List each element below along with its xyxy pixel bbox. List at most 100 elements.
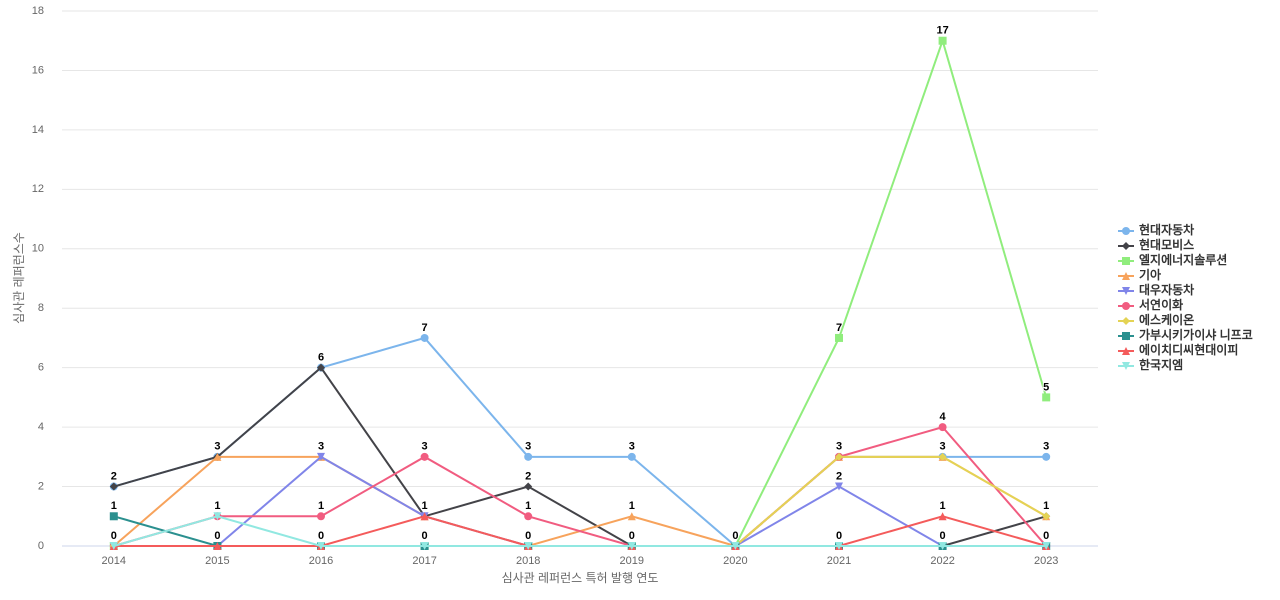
legend-marker: [1122, 272, 1130, 280]
y-axis-title: 심사관 레퍼런스수: [12, 232, 26, 324]
data-label: 1: [422, 500, 428, 512]
marker: [835, 452, 843, 461]
y-tick-label: 14: [32, 124, 44, 136]
marker: [938, 423, 947, 432]
marker: [627, 542, 636, 550]
data-label: 0: [940, 530, 946, 542]
marker: [524, 452, 533, 461]
series-line: [113, 425, 1047, 547]
marker: [731, 542, 740, 550]
marker: [213, 452, 222, 461]
data-label: 3: [318, 441, 324, 453]
legend-marker: [1122, 332, 1130, 340]
series: [109, 452, 1051, 550]
legend-item[interactable]: 한국지엠: [1118, 357, 1183, 372]
legend-item[interactable]: 에스케이온: [1118, 312, 1194, 327]
x-tick-label: 2020: [723, 555, 747, 567]
legend-label: 기아: [1139, 267, 1161, 282]
x-tick-label: 2019: [620, 555, 644, 567]
marker: [524, 542, 533, 550]
data-label: 2: [836, 470, 842, 482]
data-label: 7: [422, 322, 428, 334]
legend-label: 서연이화: [1139, 297, 1183, 312]
data-label: 1: [111, 500, 117, 512]
data-label: 3: [214, 441, 220, 453]
legend-marker: [1122, 317, 1130, 325]
legend-item[interactable]: 현대모비스: [1118, 237, 1194, 252]
data-label: 0: [732, 530, 738, 542]
legend-item[interactable]: 기아: [1118, 267, 1161, 282]
marker: [938, 36, 947, 45]
legend-item[interactable]: 엘지에너지솔루션: [1118, 252, 1227, 267]
marker: [109, 542, 118, 550]
data-label: 0: [525, 530, 531, 542]
marker: [420, 512, 429, 521]
marker: [317, 363, 325, 372]
legend-item[interactable]: 서연이화: [1118, 297, 1183, 312]
legend-item[interactable]: 대우자동차: [1118, 282, 1194, 297]
marker: [627, 452, 636, 461]
y-tick-label: 10: [32, 243, 44, 255]
legend-marker: [1122, 302, 1130, 310]
legend-marker: [1122, 287, 1130, 295]
marker: [1042, 452, 1051, 461]
data-label: 0: [836, 530, 842, 542]
x-tick-label: 2018: [516, 555, 540, 567]
data-label: 0: [318, 530, 324, 542]
data-label: 1: [940, 500, 946, 512]
series: [109, 36, 1051, 550]
marker: [317, 452, 325, 461]
marker: [213, 512, 222, 521]
legend-label: 가부시키가이샤 니프코: [1139, 327, 1253, 342]
x-tick-label: 2014: [102, 555, 126, 567]
data-label: 1: [214, 500, 220, 512]
marker: [420, 542, 429, 550]
data-label: 0: [214, 530, 220, 542]
legend-marker: [1122, 242, 1130, 250]
y-tick-label: 4: [38, 421, 44, 433]
data-label: 3: [422, 441, 428, 453]
series-line: [113, 455, 1047, 548]
marker: [420, 452, 429, 461]
series-line: [113, 455, 1047, 547]
legend-marker: [1122, 347, 1130, 355]
marker: [835, 482, 843, 491]
marker: [938, 512, 947, 521]
marker: [1042, 512, 1051, 521]
x-tick-label: 2022: [930, 555, 954, 567]
marker: [938, 542, 947, 550]
legend-item[interactable]: 가부시키가이샤 니프코: [1118, 327, 1253, 342]
legend-label: 현대모비스: [1139, 237, 1194, 252]
y-tick-label: 2: [38, 480, 44, 492]
data-label: 2: [525, 470, 531, 482]
x-tick-label: 2015: [205, 555, 229, 567]
data-label: 3: [525, 441, 531, 453]
marker: [213, 542, 222, 550]
legend-item[interactable]: 에이치디씨현대이피: [1118, 342, 1238, 357]
legend-label: 에이치디씨현대이피: [1139, 342, 1238, 357]
series-line: [113, 37, 1048, 547]
data-label: 0: [1043, 530, 1049, 542]
data-label: 7: [836, 322, 842, 334]
marker: [835, 542, 843, 550]
legend-label: 한국지엠: [1139, 357, 1183, 372]
y-tick-label: 0: [38, 540, 44, 552]
data-label: 0: [629, 530, 635, 542]
marker: [524, 512, 533, 521]
data-label: 0: [422, 530, 428, 542]
data-label: 1: [525, 500, 531, 512]
marker: [109, 512, 118, 521]
legend-label: 에스케이온: [1139, 312, 1194, 327]
legend-label: 엘지에너지솔루션: [1139, 252, 1227, 267]
marker: [420, 333, 429, 342]
marker: [1042, 393, 1051, 402]
series: [109, 452, 1051, 550]
legend-item[interactable]: 현대자동차: [1118, 222, 1194, 237]
x-tick-label: 2023: [1034, 555, 1058, 567]
series-line: [113, 515, 1047, 547]
marker: [627, 512, 636, 521]
data-label: 6: [318, 352, 324, 364]
y-tick-label: 8: [38, 302, 44, 314]
